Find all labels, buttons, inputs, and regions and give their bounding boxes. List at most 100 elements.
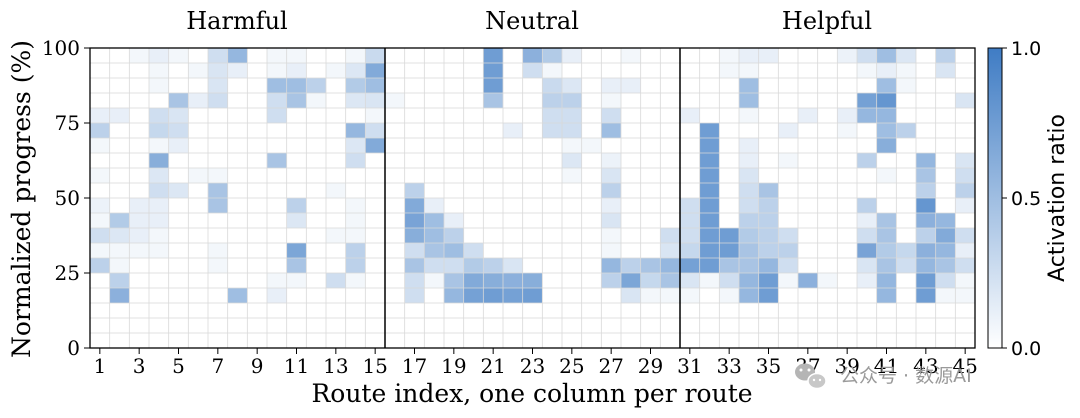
heatmap-cell <box>188 183 208 198</box>
heatmap-cell <box>798 168 818 183</box>
heatmap-cell <box>680 318 700 333</box>
heatmap-cell <box>680 108 700 123</box>
heatmap-cell <box>817 198 838 213</box>
heatmap-cell <box>719 123 739 138</box>
heatmap-cell <box>444 318 464 333</box>
heatmap-cell <box>286 138 307 153</box>
heatmap-cell <box>621 183 641 198</box>
heatmap-cell <box>680 213 700 228</box>
heatmap-cell <box>876 273 897 288</box>
heatmap-cell <box>621 168 641 183</box>
x-tick-label: 39 <box>834 354 859 378</box>
heatmap-cell <box>385 273 405 288</box>
heatmap-cell <box>758 318 779 333</box>
heatmap-cell <box>208 288 228 303</box>
heatmap-cell <box>542 138 562 153</box>
heatmap-cell <box>483 318 503 333</box>
heatmap-cell <box>326 153 346 168</box>
heatmap-cell <box>365 288 385 303</box>
heatmap-cell <box>168 138 189 153</box>
heatmap-cell <box>168 258 189 273</box>
heatmap-cell <box>326 213 346 228</box>
heatmap-cell <box>837 48 857 63</box>
heatmap-cell <box>778 273 798 288</box>
heatmap-cell <box>876 123 897 138</box>
x-tick-label: 27 <box>598 354 623 378</box>
heatmap-cell <box>109 63 130 78</box>
heatmap-cell <box>719 93 739 108</box>
x-tick-label: 29 <box>638 354 663 378</box>
heatmap-cell <box>463 198 484 213</box>
heatmap-cell <box>896 288 916 303</box>
heatmap-cell <box>90 138 110 153</box>
heatmap-cell <box>247 123 267 138</box>
heatmap-cell <box>680 78 700 93</box>
heatmap-cell <box>798 288 818 303</box>
heatmap-cell <box>837 138 857 153</box>
heatmap-cell <box>503 138 523 153</box>
heatmap-cell <box>699 288 720 303</box>
heatmap-cell <box>522 228 543 243</box>
heatmap-cell <box>699 213 720 228</box>
heatmap-cell <box>109 258 130 273</box>
heatmap-cell <box>424 153 444 168</box>
heatmap-cell <box>621 198 641 213</box>
heatmap-cell <box>916 198 936 213</box>
heatmap-cell <box>562 333 582 348</box>
heatmap-cell <box>503 288 523 303</box>
heatmap-cell <box>286 198 307 213</box>
heatmap-cell <box>857 108 877 123</box>
heatmap-cell <box>306 153 326 168</box>
heatmap-cell <box>955 213 975 228</box>
heatmap-cell <box>483 288 503 303</box>
heatmap-cell <box>857 303 877 318</box>
heatmap-cell <box>149 198 169 213</box>
heatmap-cell <box>916 123 936 138</box>
heatmap-cell <box>798 108 818 123</box>
heatmap-cell <box>640 333 661 348</box>
heatmap-cell <box>483 258 503 273</box>
x-tick-label: 3 <box>133 354 146 378</box>
heatmap-cell <box>503 318 523 333</box>
heatmap-cell <box>208 243 228 258</box>
heatmap-cell <box>188 333 208 348</box>
heatmap-cell <box>935 243 956 258</box>
heatmap-cell <box>306 333 326 348</box>
heatmap-cell <box>188 63 208 78</box>
heatmap-cell <box>385 183 405 198</box>
heatmap-cell <box>424 93 444 108</box>
heatmap-cell <box>876 183 897 198</box>
heatmap-cell <box>935 303 956 318</box>
heatmap-cell <box>385 138 405 153</box>
heatmap-cell <box>817 228 838 243</box>
heatmap-cell <box>267 48 287 63</box>
heatmap-cell <box>306 123 326 138</box>
heatmap-cell <box>503 183 523 198</box>
heatmap-cell <box>581 108 602 123</box>
heatmap-cell <box>149 273 169 288</box>
heatmap-cell <box>896 78 916 93</box>
heatmap-cell <box>699 108 720 123</box>
heatmap-cell <box>306 168 326 183</box>
heatmap-cell <box>837 333 857 348</box>
heatmap-cell <box>699 183 720 198</box>
x-tick-label: 21 <box>480 354 505 378</box>
heatmap-cell <box>660 153 680 168</box>
heatmap-cell <box>109 183 130 198</box>
heatmap-cell <box>306 138 326 153</box>
heatmap-cell <box>739 213 759 228</box>
heatmap-cell <box>817 183 838 198</box>
heatmap-cell <box>581 168 602 183</box>
heatmap-cell <box>955 198 975 213</box>
x-tick-label: 15 <box>362 354 387 378</box>
heatmap-cell <box>227 153 248 168</box>
heatmap-cell <box>680 198 700 213</box>
heatmap-cell <box>208 318 228 333</box>
heatmap-cell <box>326 48 346 63</box>
heatmap-cell <box>817 303 838 318</box>
heatmap-cell <box>345 123 366 138</box>
heatmap-cell <box>463 78 484 93</box>
heatmap-cell <box>227 243 248 258</box>
heatmap-cell <box>365 63 385 78</box>
heatmap-cell <box>286 213 307 228</box>
